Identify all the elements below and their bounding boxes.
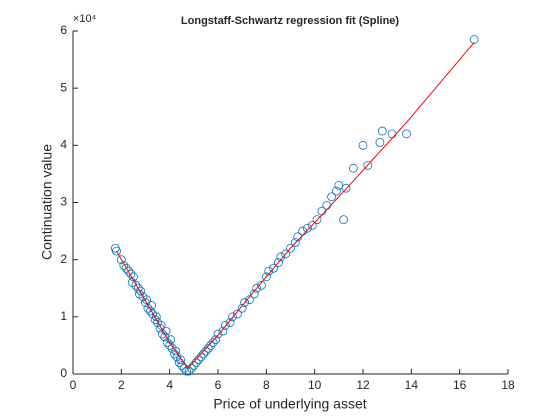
scatter-point <box>375 138 385 147</box>
scatter-point <box>203 343 213 353</box>
scatter-point <box>145 306 155 316</box>
x-tick-label: 14 <box>405 378 419 392</box>
y-tick-label: 1 <box>60 309 67 323</box>
scatter-point <box>269 263 278 273</box>
y-axis-label: Continuation value <box>39 144 55 260</box>
scatter-point <box>307 220 317 230</box>
fit-line <box>116 42 475 370</box>
scatter-point <box>358 140 368 150</box>
scatter-point <box>348 163 358 173</box>
scatter-point <box>171 346 181 356</box>
scatter-point <box>232 309 242 319</box>
y-tick-label: 5 <box>60 80 67 94</box>
scatter-point <box>126 269 136 279</box>
scatter-point <box>237 303 247 313</box>
scatter-point <box>196 352 206 362</box>
scatter-point <box>281 249 291 259</box>
scatter-point <box>332 186 341 196</box>
scatter-point <box>213 329 223 339</box>
scatter-point <box>339 215 349 225</box>
x-tick-label: 0 <box>70 378 77 392</box>
scatter-point <box>240 298 249 307</box>
x-tick-label: 8 <box>263 378 270 392</box>
x-tick-label: 12 <box>356 378 370 392</box>
x-tick-label: 16 <box>453 378 467 392</box>
scatter-point <box>156 321 166 330</box>
scatter-point <box>201 346 211 356</box>
scatter-point <box>264 266 274 276</box>
scatter-point <box>261 272 271 282</box>
scatter-point <box>402 129 411 139</box>
scatter-point <box>257 280 266 290</box>
scatter-point <box>124 266 133 276</box>
y-tick-label: 6 <box>60 23 67 37</box>
scatter-point <box>245 295 254 305</box>
scatter-point <box>206 341 216 350</box>
scatter-point <box>165 341 175 350</box>
scatter-point <box>363 160 373 170</box>
scatter-point <box>225 318 235 327</box>
scatter-point <box>161 326 171 336</box>
y-tick-label: 0 <box>60 366 67 380</box>
scatter-point <box>121 263 131 273</box>
scatter-point <box>252 283 262 293</box>
scatter-point <box>136 286 146 296</box>
x-tick-label: 10 <box>308 378 322 392</box>
x-tick-label: 18 <box>501 378 515 392</box>
scatter-point <box>228 312 237 322</box>
scatter-point <box>341 183 351 193</box>
scatter-point <box>249 289 259 299</box>
scatter-point <box>303 223 312 233</box>
scatter-point <box>220 321 230 330</box>
scatter-point <box>199 349 208 359</box>
x-tick-label: 4 <box>166 378 173 392</box>
y-tick-label: 4 <box>60 138 67 152</box>
scatter-point <box>312 215 322 225</box>
scatter-point <box>327 192 336 202</box>
scatter-point <box>218 326 228 336</box>
y-multiplier: ×10⁴ <box>73 13 97 25</box>
x-axis-label: Price of underlying asset <box>213 396 366 412</box>
scatter-point <box>377 126 387 136</box>
x-tick-label: 2 <box>118 378 125 392</box>
scatter-point <box>131 280 141 290</box>
scatter-point <box>208 338 218 347</box>
scatter-point <box>290 238 300 247</box>
scatter-point <box>112 246 121 256</box>
scatter-point <box>119 260 129 270</box>
scatter-point <box>276 252 286 262</box>
scatter-point <box>176 355 185 365</box>
scatter-point <box>274 258 283 267</box>
y-tick-label: 3 <box>60 195 67 209</box>
scatter-point <box>151 312 161 322</box>
scatter-point <box>147 300 156 310</box>
scatter-point <box>133 283 143 293</box>
scatter-point <box>116 255 126 265</box>
scatter-point <box>469 35 479 44</box>
chart-title: Longstaff-Schwartz regression fit (Splin… <box>181 15 400 27</box>
scatter-point <box>286 243 295 253</box>
y-tick-label: 2 <box>60 252 67 266</box>
x-tick-label: 6 <box>215 378 222 392</box>
scatter-point <box>160 332 170 342</box>
scatter-point <box>211 335 220 345</box>
